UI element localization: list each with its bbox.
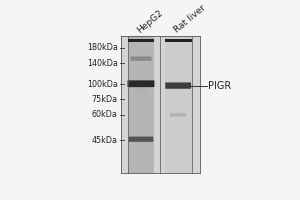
Bar: [121, 36, 200, 173]
FancyBboxPatch shape: [129, 137, 153, 142]
Text: PIGR: PIGR: [208, 81, 232, 91]
Text: 180kDa: 180kDa: [87, 43, 118, 52]
Text: HepG2: HepG2: [135, 8, 164, 35]
Text: 75kDa: 75kDa: [92, 95, 118, 104]
Text: 45kDa: 45kDa: [92, 136, 118, 145]
Bar: [165, 39, 191, 42]
Bar: [128, 39, 154, 42]
Text: 140kDa: 140kDa: [87, 59, 118, 68]
FancyBboxPatch shape: [130, 56, 152, 61]
FancyBboxPatch shape: [165, 82, 191, 89]
FancyBboxPatch shape: [170, 113, 186, 117]
Bar: [128, 36, 154, 173]
FancyBboxPatch shape: [128, 80, 154, 87]
Bar: [165, 36, 191, 173]
Text: Rat liver: Rat liver: [172, 3, 207, 35]
Text: 100kDa: 100kDa: [87, 80, 118, 89]
Text: 60kDa: 60kDa: [92, 110, 118, 119]
